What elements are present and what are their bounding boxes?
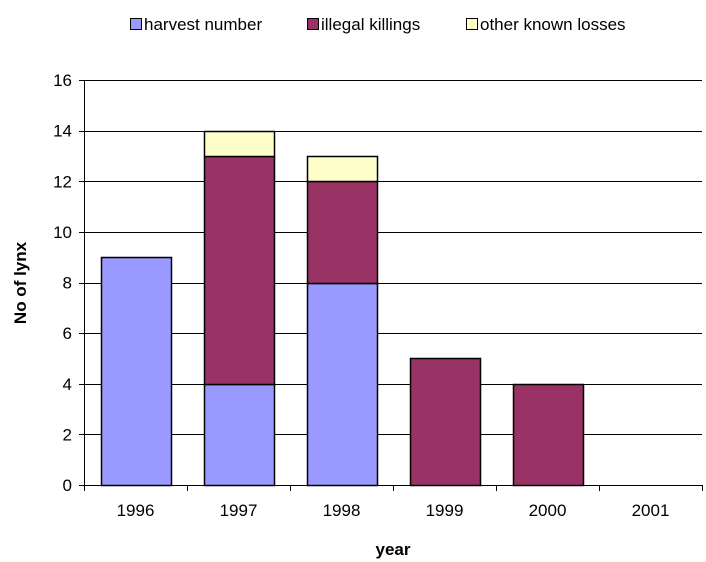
x-tick-label: 1999 bbox=[426, 501, 464, 520]
y-tick-label: 4 bbox=[63, 375, 72, 394]
x-tick-label: 1997 bbox=[220, 501, 258, 520]
x-tick-label: 2000 bbox=[529, 501, 567, 520]
x-tick-label: 1998 bbox=[323, 501, 361, 520]
x-tick-label: 2001 bbox=[632, 501, 670, 520]
y-tick-label: 6 bbox=[63, 324, 72, 343]
bar-segment-other-known-losses-1998 bbox=[306, 155, 379, 183]
y-tick-label: 2 bbox=[63, 425, 72, 444]
x-axis-title: year bbox=[376, 540, 411, 559]
legend-label-other-known-losses: other known losses bbox=[480, 15, 626, 34]
legend-label-harvest-number: harvest number bbox=[144, 15, 262, 34]
legend-swatch-harvest-number bbox=[130, 18, 142, 30]
legend-swatch-illegal-killings bbox=[307, 18, 319, 30]
bar-segment-harvest-number-1996 bbox=[100, 256, 173, 487]
legend-label-illegal-killings: illegal killings bbox=[321, 15, 420, 34]
bar-segment-illegal-killings-1999 bbox=[409, 357, 482, 487]
bar-segment-other-known-losses-1997 bbox=[203, 130, 276, 158]
y-tick-label: 10 bbox=[53, 223, 72, 242]
bar-segment-illegal-killings-2000 bbox=[512, 383, 585, 487]
y-tick-label: 0 bbox=[63, 476, 72, 495]
bar-segment-illegal-killings-1998 bbox=[306, 180, 379, 285]
y-tick-label: 14 bbox=[53, 122, 72, 141]
chart-gridlines bbox=[84, 80, 702, 435]
bar-segment-harvest-number-1998 bbox=[306, 282, 379, 487]
y-tick-label: 16 bbox=[53, 71, 72, 90]
bar-segment-illegal-killings-1997 bbox=[203, 155, 276, 386]
y-tick-label: 12 bbox=[53, 172, 72, 191]
legend-swatch-other-known-losses bbox=[466, 18, 478, 30]
x-tick-labels: 1996 1997 1998 1999 2000 2001 bbox=[117, 501, 670, 520]
bar-segment-harvest-number-1997 bbox=[203, 383, 276, 487]
y-tick-labels: 0 2 4 6 8 10 12 14 16 bbox=[53, 71, 72, 495]
chart-axes bbox=[79, 80, 703, 491]
y-tick-label: 8 bbox=[63, 274, 72, 293]
chart-bars bbox=[100, 130, 585, 487]
chart-legend: harvest number illegal killings other know… bbox=[130, 15, 626, 34]
y-axis-title: No of lynx bbox=[11, 241, 30, 324]
x-tick-label: 1996 bbox=[117, 501, 155, 520]
